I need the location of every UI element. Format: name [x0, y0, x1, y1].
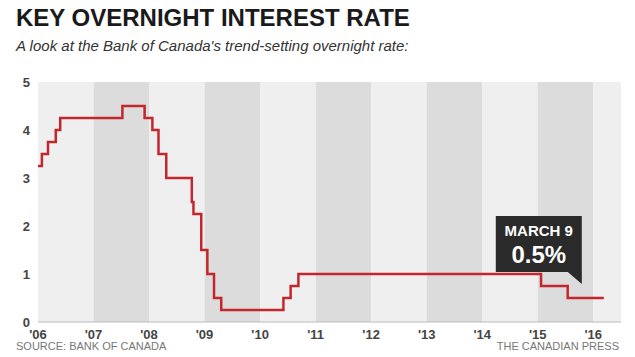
svg-text:'12: '12	[362, 327, 380, 342]
svg-text:1: 1	[23, 267, 30, 282]
svg-text:'16: '16	[584, 327, 602, 342]
svg-text:'14: '14	[473, 327, 491, 342]
html-text:A look at the Bank of Canada's: A look at the Bank of Canada's trend-set…	[16, 37, 409, 54]
svg-text:'06: '06	[29, 327, 47, 342]
svg-text:0.5%: 0.5%	[511, 241, 566, 268]
html-text:KEY OVERNIGHT INTEREST RATE: KEY OVERNIGHT INTEREST RATE	[16, 4, 410, 31]
svg-text:'11: '11	[307, 327, 324, 342]
html-text:THE CANADIAN PRESS: THE CANADIAN PRESS	[496, 340, 619, 352]
svg-text:2: 2	[23, 219, 30, 234]
svg-text:'10: '10	[251, 327, 269, 342]
svg-text:'07: '07	[85, 327, 103, 342]
html-text:SOURCE: BANK OF CANADA: SOURCE: BANK OF CANADA	[16, 340, 167, 352]
svg-text:'13: '13	[418, 327, 436, 342]
svg-text:MARCH 9: MARCH 9	[505, 222, 573, 239]
svg-text:4: 4	[23, 123, 31, 138]
svg-text:'15: '15	[529, 327, 547, 342]
svg-text:'09: '09	[196, 327, 214, 342]
svg-text:3: 3	[23, 171, 30, 186]
svg-text:5: 5	[23, 75, 30, 90]
svg-text:0: 0	[23, 315, 30, 330]
svg-text:'08: '08	[140, 327, 158, 342]
